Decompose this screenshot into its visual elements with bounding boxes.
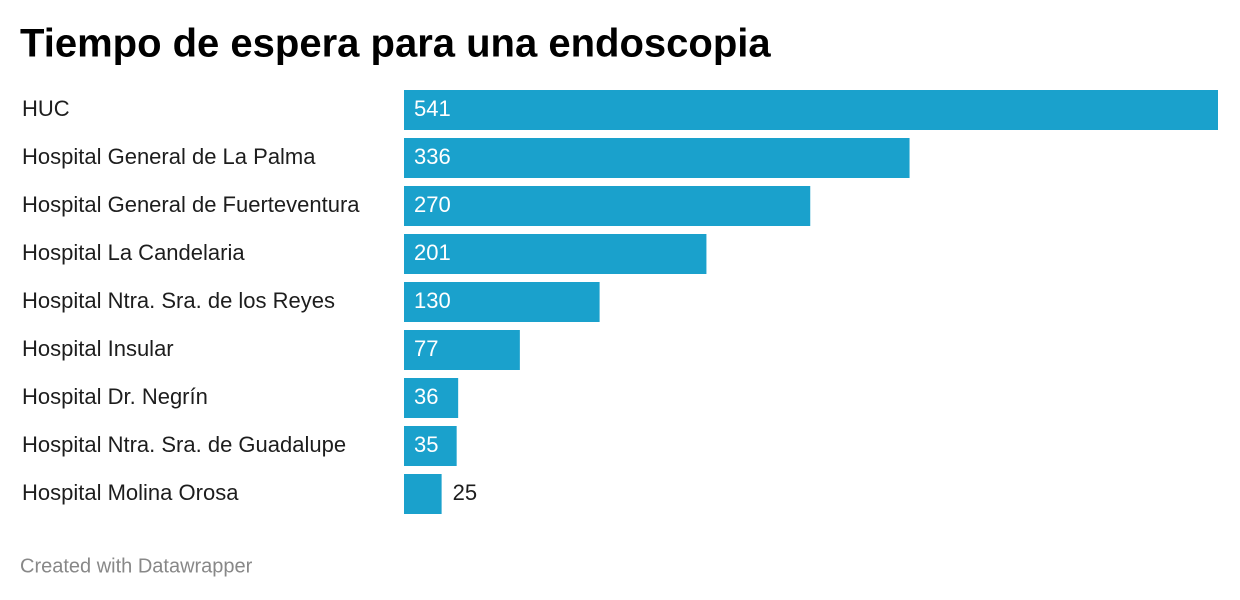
- bar: [404, 378, 459, 418]
- category-label: Hospital Ntra. Sra. de los Reyes: [22, 288, 335, 313]
- value-label: 201: [414, 240, 451, 265]
- bar: [404, 234, 707, 274]
- category-label: Hospital General de La Palma: [22, 144, 316, 169]
- category-label: Hospital Molina Orosa: [22, 480, 239, 505]
- value-label: 25: [453, 480, 477, 505]
- value-label: 130: [414, 288, 451, 313]
- category-label: Hospital Ntra. Sra. de Guadalupe: [22, 432, 346, 457]
- bar: [404, 186, 811, 226]
- category-label: Hospital Insular: [22, 336, 174, 361]
- value-label: 270: [414, 192, 451, 217]
- value-label: 541: [414, 96, 451, 121]
- value-label: 35: [414, 432, 438, 457]
- category-label: Hospital La Candelaria: [22, 240, 245, 265]
- bar: [404, 138, 910, 178]
- bar: [404, 426, 457, 466]
- value-label: 36: [414, 384, 438, 409]
- bar: [404, 474, 442, 514]
- chart-title: Tiempo de espera para una endoscopia: [20, 22, 771, 66]
- credit: Created with Datawrapper: [20, 555, 253, 577]
- category-label: Hospital Dr. Negrín: [22, 384, 208, 409]
- bar: [404, 330, 520, 370]
- category-label: HUC: [22, 96, 70, 121]
- bar: [404, 90, 1218, 130]
- category-label: Hospital General de Fuerteventura: [22, 192, 360, 217]
- bar: [404, 282, 600, 322]
- value-label: 77: [414, 336, 438, 361]
- value-label: 336: [414, 144, 451, 169]
